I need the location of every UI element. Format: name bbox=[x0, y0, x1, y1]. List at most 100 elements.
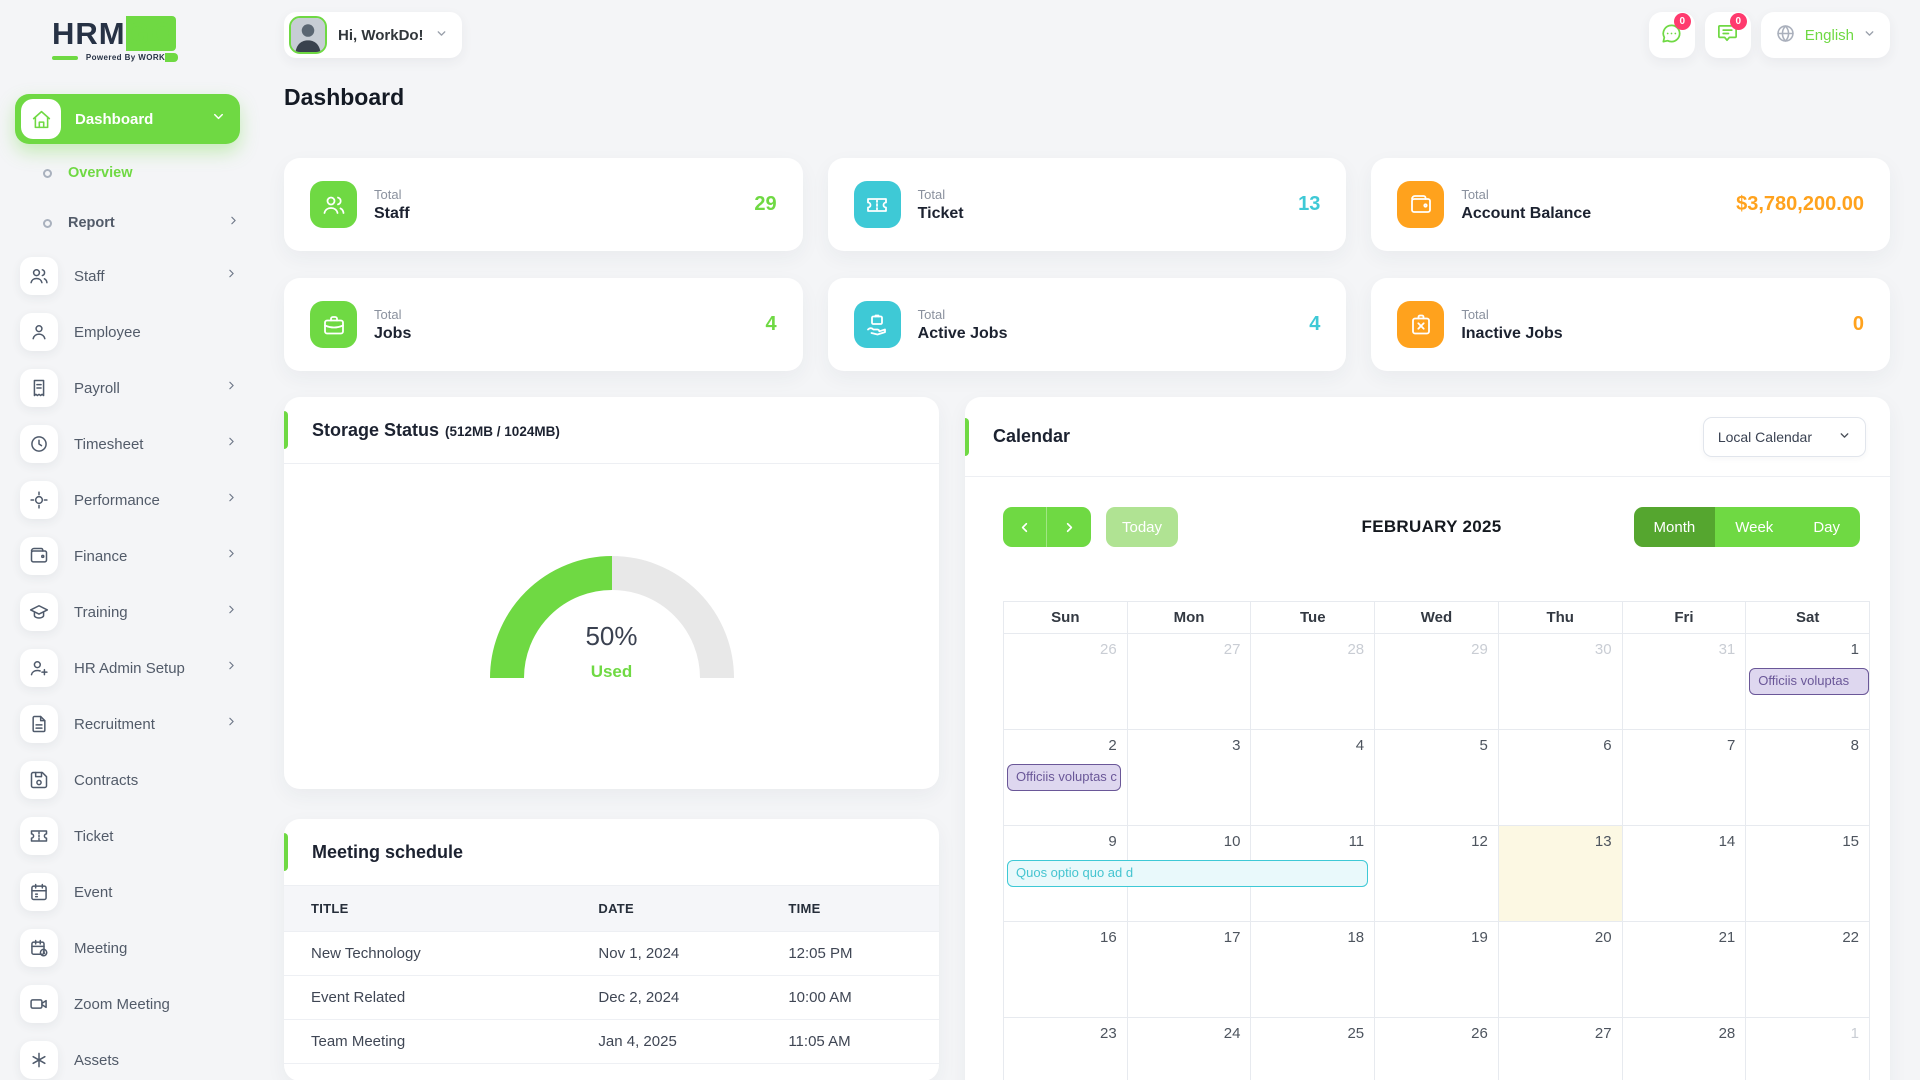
today-button[interactable]: Today bbox=[1106, 507, 1179, 547]
calendar-day-cell[interactable]: 27 bbox=[1498, 1018, 1623, 1080]
calendar-event[interactable]: Officiis voluptas bbox=[1749, 668, 1869, 695]
calendar-icon bbox=[20, 873, 58, 911]
calendar-day-cell[interactable]: 28 bbox=[1251, 634, 1376, 730]
sidebar-item-label: Dashboard bbox=[75, 110, 154, 128]
prev-month-button[interactable] bbox=[1003, 507, 1047, 547]
briefcase-x-icon bbox=[1411, 314, 1430, 334]
sidebar-item-contracts[interactable]: Contracts bbox=[15, 752, 240, 808]
sidebar-item-label: Training bbox=[74, 603, 128, 621]
sidebar-item-timesheet[interactable]: Timesheet bbox=[15, 416, 240, 472]
calendar-day-cell[interactable]: 22 bbox=[1746, 922, 1870, 1018]
sidebar-item-performance[interactable]: Performance bbox=[15, 472, 240, 528]
calendar-day-cell[interactable]: 8 bbox=[1746, 730, 1870, 826]
calendar-day-cell[interactable]: 13 bbox=[1498, 826, 1623, 922]
calendar-day-header: Sun bbox=[1004, 602, 1128, 634]
calendar-day-number: 4 bbox=[1355, 737, 1365, 754]
sidebar-item-employee[interactable]: Employee bbox=[15, 304, 240, 360]
next-month-button[interactable] bbox=[1047, 507, 1091, 547]
sidebar-item-hr-admin-setup[interactable]: HR Admin Setup bbox=[15, 640, 240, 696]
meeting-column-header: DATE bbox=[598, 886, 789, 932]
calendar-day-cell[interactable]: 28 bbox=[1622, 1018, 1747, 1080]
sidebar-item-training[interactable]: Training bbox=[15, 584, 240, 640]
user-icon bbox=[32, 325, 46, 340]
messages-button[interactable]: 0 bbox=[1648, 12, 1695, 58]
chat-bubble-icon bbox=[1662, 24, 1681, 43]
calendar-day-number: 28 bbox=[1347, 641, 1365, 658]
calendar-day-cell[interactable]: 29 bbox=[1375, 634, 1499, 730]
calendar-event[interactable]: Quos optio quo ad d bbox=[1007, 860, 1369, 887]
calendar-day-cell[interactable]: 21 bbox=[1622, 922, 1747, 1018]
calendar-grid: Sun Mon Tue Wed Thu Fri Sat 26 27 28 29 30 31 1 Offic… bbox=[1003, 601, 1870, 1080]
sidebar-subitem-overview[interactable]: Overview bbox=[15, 148, 240, 198]
sidebar-item-assets[interactable]: Assets bbox=[15, 1032, 240, 1080]
language-selector[interactable]: English bbox=[1760, 12, 1890, 58]
calendar-title: Calendar bbox=[993, 426, 1071, 446]
sidebar-item-staff[interactable]: Staff bbox=[15, 248, 240, 304]
calendar-day-number: 26 bbox=[1471, 1025, 1488, 1042]
sidebar-item-zoom-meeting[interactable]: Zoom Meeting bbox=[15, 976, 240, 1032]
sidebar-subitem-report[interactable]: Report bbox=[15, 198, 240, 248]
sidebar-item-meeting[interactable]: Meeting bbox=[15, 920, 240, 976]
calendar-day-cell[interactable]: 27 bbox=[1127, 634, 1252, 730]
calendar-day-cell[interactable]: 26 bbox=[1375, 1018, 1499, 1080]
home-icon bbox=[32, 110, 50, 128]
meeting-table: TITLE DATE TIME New Technology Nov 1, 2024 1… bbox=[284, 886, 939, 1064]
calendar-day-cell[interactable]: 7 bbox=[1622, 730, 1747, 826]
sidebar-item-label: Timesheet bbox=[74, 435, 144, 453]
calendar-day-cell[interactable]: 14 bbox=[1622, 826, 1747, 922]
calendar-day-cell[interactable]: 16 bbox=[1004, 922, 1128, 1018]
calendar-day-cell[interactable]: 5 bbox=[1375, 730, 1499, 826]
calendar-toolbar: Today FEBRUARY 2025 Month Week Day bbox=[1003, 507, 1860, 547]
meeting-time-cell: 11:05 AM bbox=[788, 1019, 939, 1064]
calendar-day-cell[interactable]: 4 bbox=[1251, 730, 1376, 826]
stat-label: Ticket bbox=[917, 204, 964, 222]
calendar-day-cell[interactable]: 17 bbox=[1127, 922, 1252, 1018]
calendar-day-cell[interactable]: 3 bbox=[1127, 730, 1252, 826]
notifications-badge: 0 bbox=[1729, 13, 1747, 30]
stat-cards: Total Staff 29 Total Ticket 13 Total Account Ba… bbox=[284, 158, 1890, 371]
view-week-button[interactable]: Week bbox=[1715, 507, 1794, 547]
calendar-source-select[interactable]: Local Calendar bbox=[1702, 416, 1866, 457]
calendar-event[interactable]: Officiis voluptas c bbox=[1007, 764, 1121, 791]
chevron-right-icon bbox=[229, 437, 234, 446]
sidebar-subitem-label: Report bbox=[68, 215, 115, 231]
calendar-day-cell[interactable]: 19 bbox=[1375, 922, 1499, 1018]
calendar-day-cell[interactable]: 15 bbox=[1746, 826, 1870, 922]
view-month-button[interactable]: Month bbox=[1633, 507, 1716, 547]
calendar-day-cell[interactable]: 24 bbox=[1127, 1018, 1252, 1080]
sidebar-item-dashboard[interactable]: Dashboard bbox=[15, 94, 240, 144]
sidebar-item-event[interactable]: Event bbox=[15, 864, 240, 920]
stat-value: 4 bbox=[1309, 313, 1321, 335]
video-icon bbox=[30, 999, 47, 1009]
user-plus-icon bbox=[30, 661, 48, 676]
notifications-button[interactable]: 0 bbox=[1704, 12, 1751, 58]
sidebar-menu: Staff Employee Payroll Timesheet Performance… bbox=[15, 248, 240, 1080]
calendar-day-cell[interactable]: 1 bbox=[1746, 1018, 1870, 1080]
sidebar-item-payroll[interactable]: Payroll bbox=[15, 360, 240, 416]
calendar-day-number: 7 bbox=[1726, 737, 1736, 754]
sidebar-item-recruitment[interactable]: Recruitment bbox=[15, 696, 240, 752]
view-day-button[interactable]: Day bbox=[1793, 507, 1860, 547]
calendar-day-cell[interactable]: 26 bbox=[1004, 634, 1128, 730]
calendar-day-cell[interactable]: 20 bbox=[1498, 922, 1623, 1018]
stat-label: Active Jobs bbox=[917, 324, 1008, 342]
calendar-day-cell[interactable]: 18 bbox=[1251, 922, 1376, 1018]
storage-subtitle: (512MB / 1024MB) bbox=[445, 423, 560, 439]
calendar-day-cell[interactable]: 12 bbox=[1375, 826, 1499, 922]
stat-value: 4 bbox=[765, 313, 777, 335]
calendar-day-cell[interactable]: 23 bbox=[1004, 1018, 1128, 1080]
meeting-time-cell: 12:05 PM bbox=[788, 931, 939, 976]
user-menu-button[interactable]: Hi, WorkDo! bbox=[284, 12, 462, 58]
calendar-day-number: 27 bbox=[1594, 1025, 1612, 1042]
chevron-right-icon bbox=[229, 381, 234, 390]
globe-icon bbox=[1777, 25, 1794, 42]
calendar-day-cell[interactable]: 6 bbox=[1498, 730, 1623, 826]
calendar-day-number: 11 bbox=[1348, 833, 1365, 850]
calendar-day-cell[interactable]: 25 bbox=[1251, 1018, 1376, 1080]
briefcase-hand-icon bbox=[867, 314, 887, 335]
calendar-day-cell[interactable]: 31 bbox=[1622, 634, 1747, 730]
sidebar-item-ticket[interactable]: Ticket bbox=[15, 808, 240, 864]
sidebar-item-finance[interactable]: Finance bbox=[15, 528, 240, 584]
chevron-right-icon bbox=[225, 379, 238, 397]
calendar-day-cell[interactable]: 30 bbox=[1498, 634, 1623, 730]
